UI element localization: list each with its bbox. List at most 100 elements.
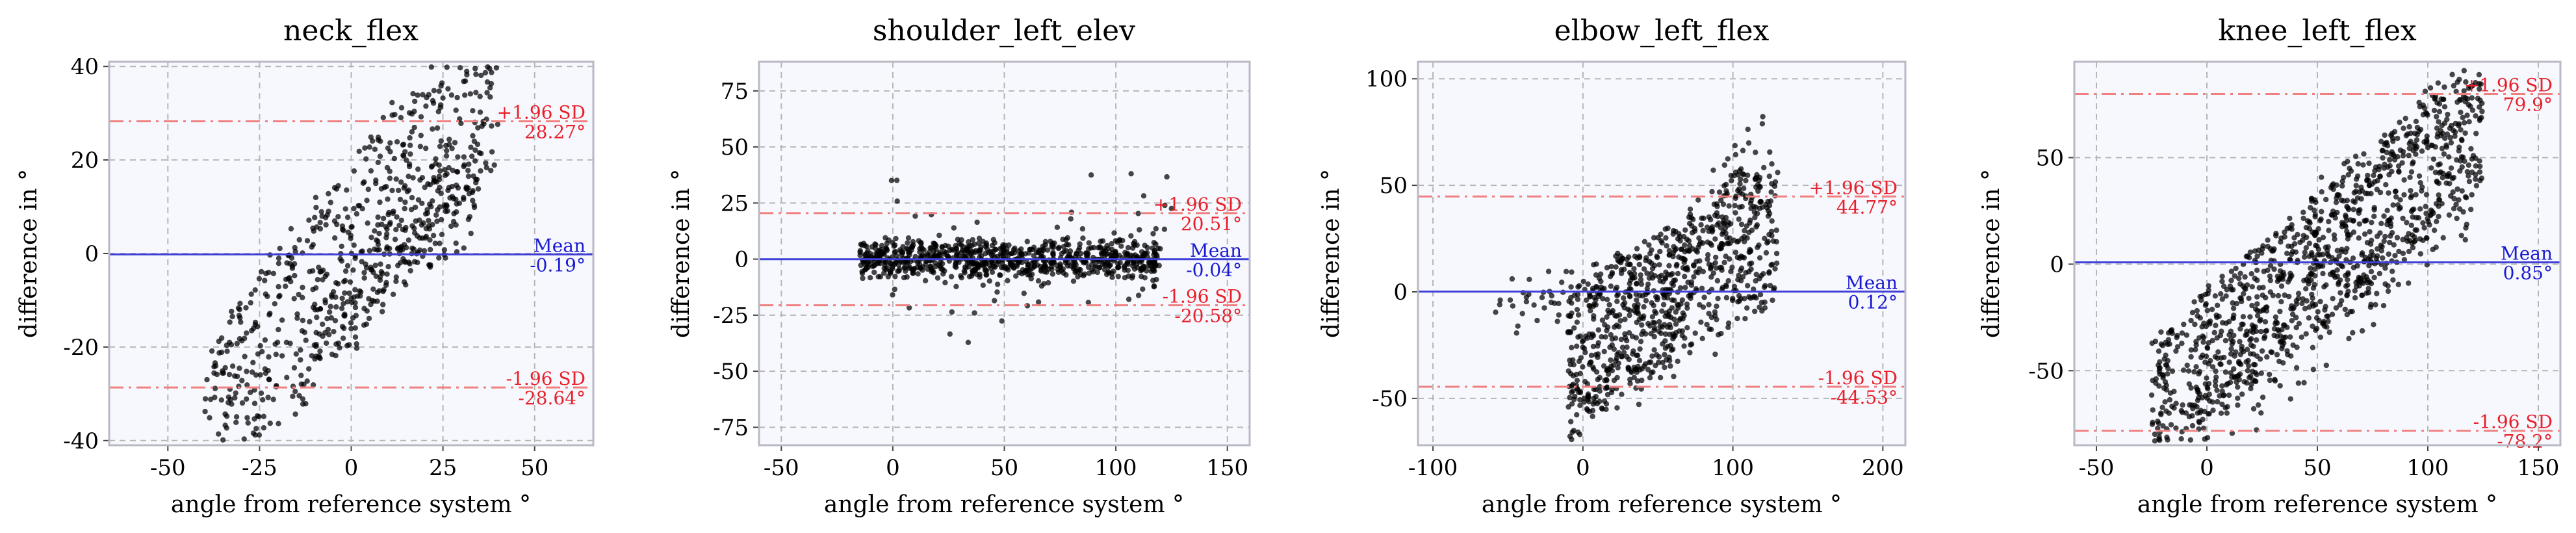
data-point bbox=[417, 144, 424, 150]
data-point bbox=[2293, 298, 2299, 304]
data-point bbox=[992, 246, 998, 252]
data-point bbox=[1568, 284, 1574, 290]
data-point bbox=[2343, 224, 2349, 230]
data-point bbox=[1575, 312, 1582, 318]
data-point bbox=[2428, 212, 2434, 218]
data-point bbox=[426, 92, 431, 98]
data-point bbox=[263, 370, 268, 376]
data-point bbox=[2402, 116, 2408, 122]
data-point bbox=[2246, 255, 2252, 261]
data-point bbox=[2473, 163, 2479, 169]
data-point bbox=[903, 268, 908, 274]
data-point bbox=[2320, 235, 2326, 240]
y-tick-label: 0 bbox=[2050, 252, 2064, 278]
data-point bbox=[2417, 180, 2423, 186]
data-point bbox=[434, 218, 440, 224]
data-point bbox=[1509, 276, 1515, 282]
data-point bbox=[1595, 327, 1601, 333]
data-point bbox=[244, 369, 250, 374]
data-point bbox=[2476, 72, 2482, 78]
data-point bbox=[2262, 319, 2269, 325]
data-point bbox=[1549, 292, 1554, 299]
data-point bbox=[1150, 245, 1155, 251]
data-point bbox=[2277, 383, 2283, 389]
data-point bbox=[435, 109, 441, 114]
data-point bbox=[436, 255, 442, 261]
data-point bbox=[2332, 236, 2338, 242]
data-point bbox=[2249, 322, 2255, 328]
data-point bbox=[1650, 369, 1656, 375]
data-point bbox=[2303, 286, 2309, 292]
data-point bbox=[1680, 310, 1686, 316]
data-point bbox=[406, 161, 413, 167]
data-point bbox=[1708, 216, 1714, 223]
data-point bbox=[2477, 169, 2483, 175]
data-point bbox=[424, 207, 430, 213]
data-point bbox=[901, 274, 907, 281]
x-tick-label: 50 bbox=[521, 455, 548, 481]
data-point bbox=[2448, 165, 2454, 171]
data-point bbox=[401, 279, 407, 285]
data-point bbox=[461, 196, 467, 202]
data-point bbox=[2466, 85, 2472, 91]
data-point bbox=[402, 205, 407, 212]
data-point bbox=[932, 241, 938, 247]
data-point bbox=[2237, 326, 2243, 332]
data-point bbox=[457, 65, 463, 71]
data-point bbox=[2365, 172, 2371, 179]
data-point bbox=[244, 330, 250, 336]
plot-frame bbox=[2073, 60, 2562, 447]
data-point bbox=[328, 315, 334, 321]
data-point bbox=[1668, 272, 1674, 278]
data-point bbox=[1597, 384, 1603, 390]
data-point bbox=[1638, 272, 1643, 278]
data-point bbox=[2203, 324, 2209, 330]
data-point bbox=[2473, 176, 2479, 182]
data-point bbox=[270, 270, 277, 276]
data-point bbox=[317, 306, 324, 312]
data-point bbox=[229, 313, 235, 320]
data-point bbox=[1749, 228, 1755, 233]
data-point bbox=[2477, 98, 2483, 103]
data-point bbox=[1673, 321, 1679, 327]
data-point bbox=[2387, 157, 2393, 163]
data-point bbox=[2415, 215, 2422, 221]
data-point bbox=[383, 224, 389, 230]
data-point bbox=[1601, 348, 1607, 355]
data-point bbox=[449, 194, 456, 200]
data-point bbox=[1584, 335, 1590, 341]
data-point bbox=[467, 91, 474, 97]
data-point bbox=[2436, 170, 2442, 176]
data-point bbox=[976, 235, 983, 241]
data-point bbox=[1593, 352, 1599, 358]
data-point bbox=[400, 256, 406, 262]
data-point bbox=[1736, 204, 1743, 210]
data-point bbox=[2387, 239, 2393, 246]
data-point bbox=[2213, 383, 2219, 389]
data-point bbox=[1568, 419, 1574, 424]
data-point bbox=[398, 179, 404, 185]
data-point bbox=[912, 213, 918, 219]
data-point bbox=[1662, 338, 1668, 344]
data-points bbox=[857, 171, 1174, 345]
data-point bbox=[1742, 228, 1747, 233]
data-point bbox=[2460, 93, 2467, 99]
data-point bbox=[2368, 268, 2375, 275]
data-point bbox=[1732, 142, 1738, 149]
data-point bbox=[2379, 148, 2386, 153]
data-point bbox=[974, 219, 980, 226]
data-point bbox=[2313, 315, 2320, 321]
data-point bbox=[423, 103, 429, 109]
data-point bbox=[378, 138, 383, 144]
data-point bbox=[905, 240, 910, 246]
data-point bbox=[439, 231, 445, 237]
data-point bbox=[1634, 297, 1640, 303]
data-point bbox=[2334, 248, 2340, 254]
data-point bbox=[937, 249, 944, 255]
data-point bbox=[2374, 291, 2380, 296]
data-point bbox=[1749, 260, 1755, 266]
data-point bbox=[2441, 120, 2448, 126]
data-point bbox=[1594, 284, 1600, 290]
data-point bbox=[2449, 176, 2456, 181]
